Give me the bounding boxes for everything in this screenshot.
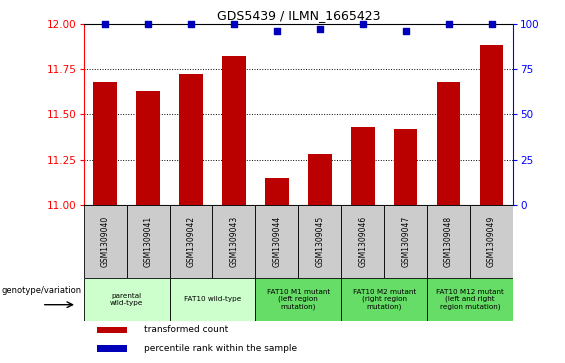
Text: GSM1309045: GSM1309045 — [315, 216, 324, 267]
Text: GSM1309040: GSM1309040 — [101, 216, 110, 267]
Bar — [170, 278, 255, 321]
Bar — [97, 345, 127, 352]
Bar — [222, 56, 246, 205]
Bar — [427, 278, 513, 321]
Bar — [93, 82, 117, 205]
Point — [144, 21, 153, 26]
Text: GSM1309042: GSM1309042 — [186, 216, 195, 267]
Bar — [265, 178, 289, 205]
Text: GSM1309049: GSM1309049 — [487, 216, 496, 267]
Point — [487, 21, 496, 26]
Bar — [179, 74, 203, 205]
Text: GSM1309046: GSM1309046 — [358, 216, 367, 267]
Text: parental
wild-type: parental wild-type — [110, 293, 144, 306]
Point — [229, 21, 238, 26]
Point — [444, 21, 453, 26]
Bar — [255, 205, 298, 278]
Title: GDS5439 / ILMN_1665423: GDS5439 / ILMN_1665423 — [216, 9, 380, 23]
Text: genotype/variation: genotype/variation — [2, 286, 82, 295]
Point — [101, 21, 110, 26]
Point — [315, 26, 324, 32]
Bar — [341, 278, 427, 321]
Bar — [212, 205, 255, 278]
Bar — [427, 205, 470, 278]
Text: GSM1309048: GSM1309048 — [444, 216, 453, 267]
Bar — [394, 129, 418, 205]
Text: percentile rank within the sample: percentile rank within the sample — [144, 344, 297, 353]
Bar — [384, 205, 427, 278]
Bar — [298, 205, 341, 278]
Text: FAT10 M1 mutant
(left region
mutation): FAT10 M1 mutant (left region mutation) — [267, 289, 330, 310]
Point — [358, 21, 367, 26]
Text: FAT10 wild-type: FAT10 wild-type — [184, 297, 241, 302]
Text: GSM1309043: GSM1309043 — [229, 216, 238, 267]
Bar — [470, 205, 513, 278]
Point — [272, 28, 281, 34]
Bar — [127, 205, 170, 278]
Point — [401, 28, 410, 34]
Text: GSM1309047: GSM1309047 — [401, 216, 410, 267]
Bar — [136, 91, 160, 205]
Bar — [351, 127, 375, 205]
Text: transformed count: transformed count — [144, 325, 228, 334]
Bar — [437, 82, 460, 205]
Bar — [255, 278, 341, 321]
Text: FAT10 M2 mutant
(right region
mutation): FAT10 M2 mutant (right region mutation) — [353, 289, 416, 310]
Bar — [341, 205, 384, 278]
Text: FAT10 M12 mutant
(left and right
region mutation): FAT10 M12 mutant (left and right region … — [436, 289, 504, 310]
Bar — [97, 326, 127, 333]
Bar — [480, 45, 503, 205]
Bar — [84, 278, 170, 321]
Bar — [308, 154, 332, 205]
Point — [186, 21, 195, 26]
Bar — [84, 205, 127, 278]
Text: GSM1309041: GSM1309041 — [144, 216, 153, 267]
Bar — [170, 205, 212, 278]
Text: GSM1309044: GSM1309044 — [272, 216, 281, 267]
